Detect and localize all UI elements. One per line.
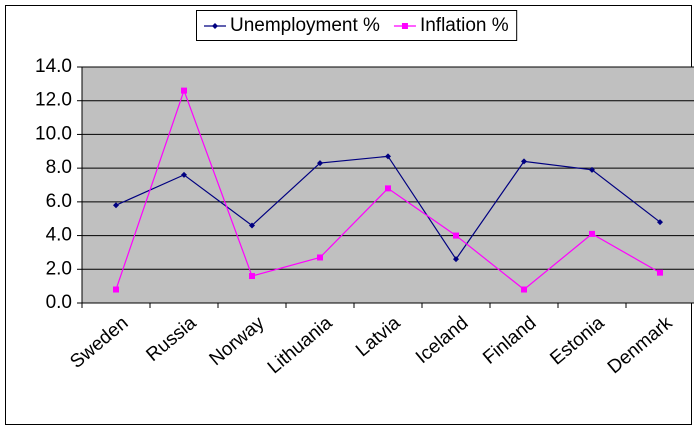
y-tick-label: 12.0 <box>35 90 72 111</box>
y-tick-label: 8.0 <box>46 157 72 178</box>
point <box>657 219 663 226</box>
point <box>249 222 255 229</box>
y-tick-label: 10.0 <box>35 123 72 144</box>
point <box>521 286 527 293</box>
legend-marker <box>212 23 218 29</box>
point <box>181 171 187 178</box>
y-tick-label: 6.0 <box>46 191 72 212</box>
point <box>453 232 459 239</box>
legend-label: Inflation % <box>420 15 509 36</box>
legend-marker <box>401 23 408 29</box>
legend-box <box>196 10 518 41</box>
point <box>657 269 663 276</box>
y-tick-label: 14.0 <box>35 56 72 77</box>
legend: Unemployment % Inflation % <box>196 10 518 41</box>
point <box>181 87 187 94</box>
legend-label: Unemployment % <box>230 15 380 36</box>
point <box>589 166 595 173</box>
point <box>249 273 255 280</box>
point <box>113 286 119 293</box>
plot-area <box>82 67 694 303</box>
point <box>385 185 391 192</box>
y-tick-label: 4.0 <box>46 225 72 246</box>
point <box>113 202 119 209</box>
point <box>385 153 391 160</box>
y-tick-label: 2.0 <box>46 258 72 279</box>
point <box>317 160 323 167</box>
point <box>589 230 595 237</box>
point <box>521 158 527 165</box>
point <box>317 254 323 261</box>
point <box>453 256 459 263</box>
y-tick-label: 0.0 <box>46 292 72 313</box>
